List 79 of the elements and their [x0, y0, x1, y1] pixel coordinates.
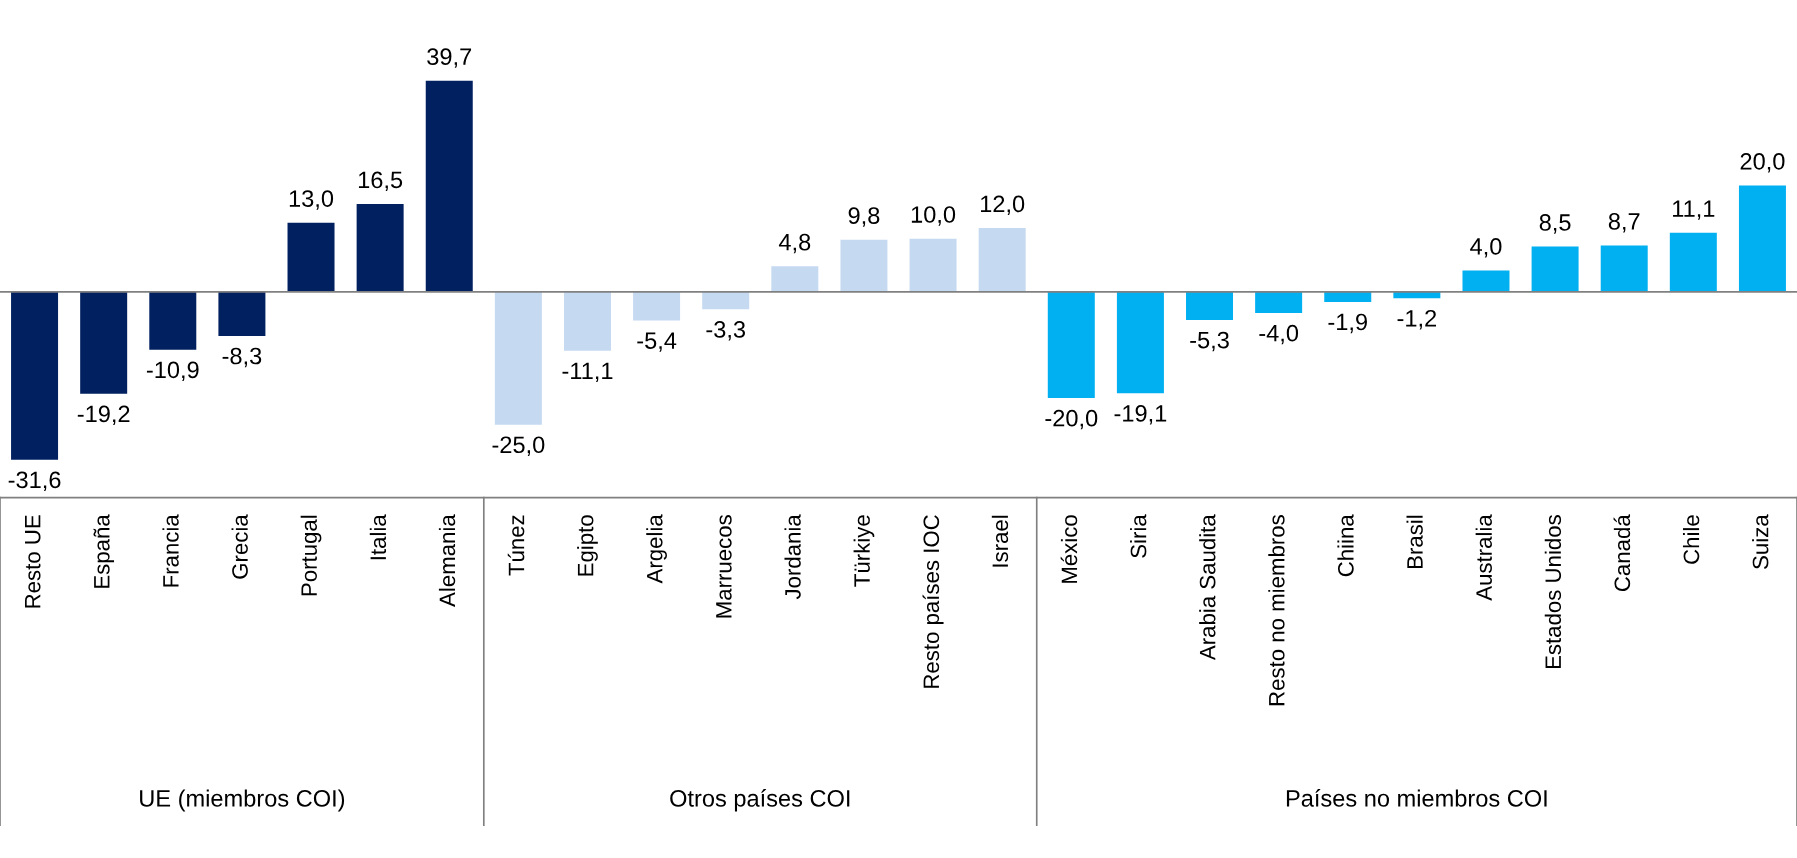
- bar: [80, 291, 128, 394]
- data-label: -1,9: [1328, 313, 1367, 334]
- bar: [633, 291, 681, 321]
- data-label: 16,5: [358, 171, 403, 192]
- bar: [218, 291, 266, 336]
- x-tick-label: Canadá: [1613, 514, 1631, 592]
- bar: [356, 204, 404, 292]
- x-tick-label: México: [1060, 515, 1078, 583]
- data-label: 11,1: [1673, 200, 1715, 220]
- x-tick-label: Portugal: [300, 515, 322, 596]
- data-label: 20,0: [1740, 153, 1785, 173]
- data-label: -25,0: [492, 436, 545, 456]
- x-tick-label: Suiza: [1752, 514, 1769, 569]
- x-tick-label: Brasil: [1406, 515, 1423, 569]
- x-tick-label: Resto países IOC: [922, 515, 944, 688]
- x-tick-label: Estados Unidos: [1544, 515, 1562, 669]
- text: UE (miembros COI): [140, 789, 345, 812]
- bar: [1531, 246, 1579, 292]
- bar: [287, 222, 335, 292]
- bar: [11, 291, 59, 460]
- data-label: 4,0: [1470, 238, 1502, 258]
- data-label: -5,4: [637, 332, 677, 352]
- x-tick-label: Israel: [991, 515, 1009, 567]
- bar: [1738, 185, 1786, 292]
- data-label: -20,0: [1045, 409, 1098, 430]
- bar: [494, 291, 542, 425]
- x-tick-label: Francia: [162, 514, 179, 587]
- data-label: 8,5: [1539, 214, 1571, 234]
- x-tick-label: Marruecos: [716, 515, 732, 618]
- bar: [840, 239, 888, 292]
- bar: [702, 291, 750, 310]
- bar: [1186, 291, 1234, 320]
- x-tick-label: Resto UE: [25, 515, 41, 608]
- bar: [978, 228, 1026, 292]
- x-tick-label: Túnez: [507, 515, 525, 576]
- x-tick-label: Resto no miembros: [1268, 515, 1285, 706]
- data-label: -11,1: [562, 362, 613, 383]
- data-label: -1,2: [1397, 309, 1437, 330]
- x-tick-label: Argelia: [646, 514, 667, 584]
- bar: [149, 291, 197, 350]
- bar: [1047, 291, 1095, 399]
- x-tick-label: Chile: [1682, 515, 1700, 564]
- x-tick-label: Jordania: [784, 514, 801, 600]
- data-label: -19,2: [77, 405, 130, 426]
- data-label: 9,8: [848, 207, 880, 227]
- data-label: -10,9: [146, 361, 199, 381]
- bar: [563, 291, 611, 351]
- bar: [1116, 291, 1164, 394]
- data-label: -19,1: [1114, 405, 1167, 425]
- x-tick-label: Siria: [1130, 514, 1147, 558]
- x-tick-label: España: [93, 514, 115, 588]
- x-tick-label: Grecia: [231, 514, 248, 579]
- data-label: 10,0: [911, 206, 956, 226]
- text: Países no miembros COI: [1286, 789, 1547, 807]
- data-label: 4,8: [778, 233, 811, 254]
- x-tick-label: Chiina: [1337, 514, 1354, 577]
- bar: [909, 238, 957, 292]
- x-tick-label: Alemania: [438, 514, 456, 607]
- x-tick-label: Arabia Saudita: [1199, 514, 1216, 661]
- data-label: -5,3: [1190, 331, 1229, 352]
- bar: [425, 80, 473, 292]
- data-label: -4,0: [1259, 324, 1299, 345]
- data-label: -31,6: [8, 471, 61, 491]
- data-label: -3,3: [706, 321, 746, 341]
- bar: [1462, 270, 1510, 292]
- bar: [771, 266, 819, 292]
- x-tick-label: Italia: [369, 514, 387, 560]
- text: Otros países COI: [670, 789, 850, 812]
- bar: [1669, 232, 1717, 292]
- bar: [1255, 291, 1303, 314]
- x-tick-label: Australia: [1475, 514, 1492, 601]
- x-tick-label: Türkiye: [853, 515, 875, 587]
- bar: [1600, 245, 1648, 292]
- data-label: 39,7: [427, 48, 472, 68]
- data-label: 13,0: [289, 190, 334, 210]
- data-label: -8,3: [222, 347, 262, 368]
- data-label: 12,0: [981, 195, 1025, 216]
- data-label: 8,7: [1608, 213, 1640, 233]
- x-tick-label: Egipto: [577, 515, 598, 576]
